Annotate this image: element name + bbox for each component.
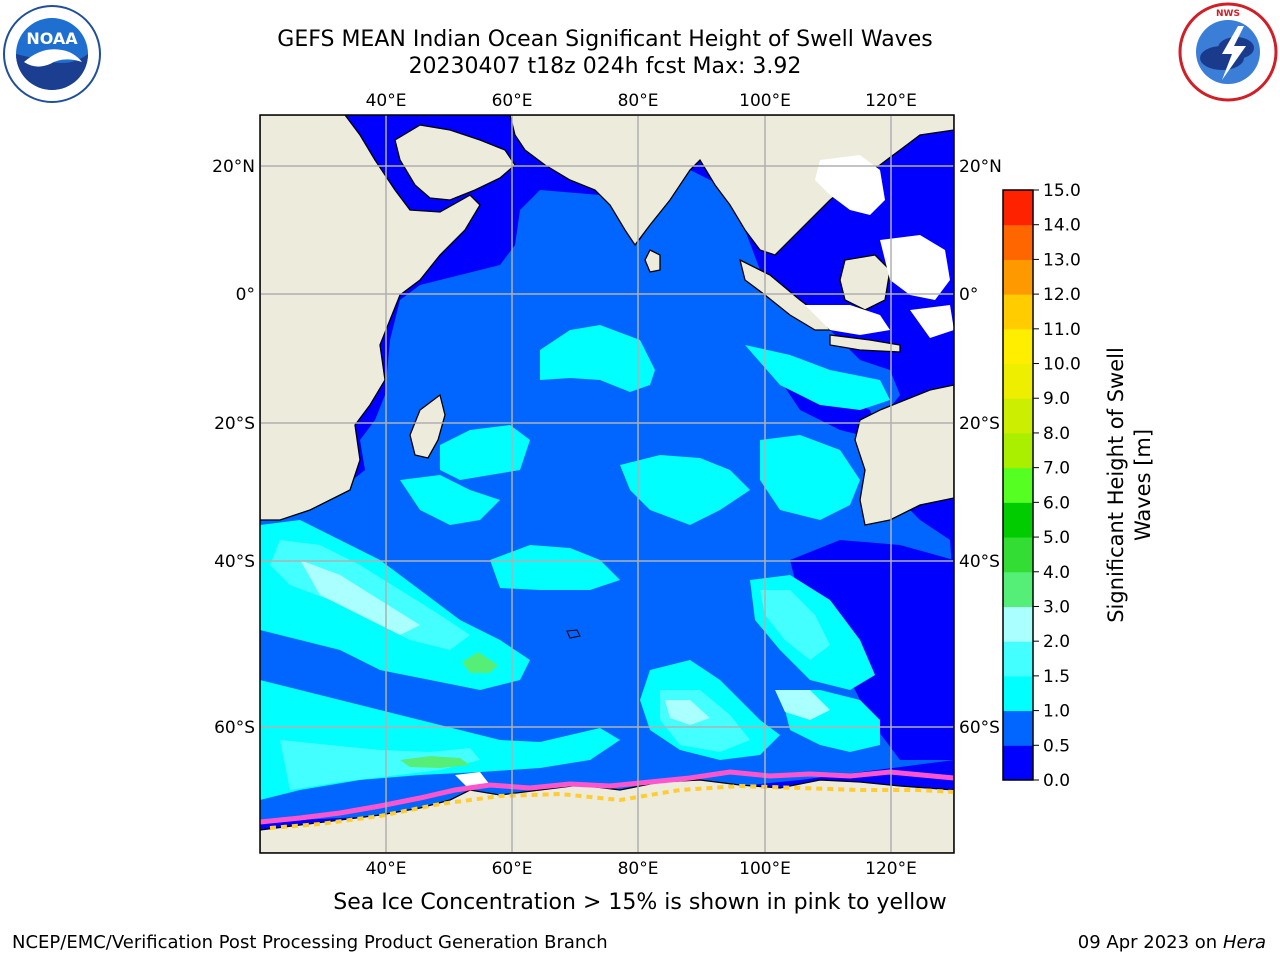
lat-tick-right: 20°N — [959, 157, 1002, 177]
lon-ticks-top: 40°E 60°E 80°E 100°E 120°E — [366, 91, 917, 111]
colorbar-title-line1: Significant Height of Swell — [1104, 347, 1128, 623]
map-frame — [259, 114, 955, 854]
colorbar-swatch — [1003, 641, 1033, 677]
colorbar-swatch — [1003, 571, 1033, 607]
footer-machine: Hera — [1222, 932, 1266, 953]
map-forecast-info: 20230407 t18z 024h fcst Max: 3.92 — [408, 54, 802, 79]
lon-tick-top: 60°E — [492, 91, 533, 111]
colorbar-swatch — [1003, 710, 1033, 746]
colorbar-label: 1.0 — [1043, 702, 1070, 722]
colorbar-label: 0.5 — [1043, 736, 1070, 756]
colorbar-swatch — [1003, 502, 1033, 538]
lon-tick-bottom: 60°E — [492, 859, 533, 879]
footer-credit: NCEP/EMC/Verification Post Processing Pr… — [12, 932, 608, 953]
swell-field-30-40 — [400, 652, 498, 768]
lat-tick-right: 0° — [959, 285, 978, 305]
map-gridlines — [260, 115, 954, 853]
colorbar-label: 1.5 — [1043, 667, 1070, 687]
noaa-logo: NOAA — [3, 5, 101, 103]
land-madagascar — [409, 393, 446, 459]
swell-field-20-30 — [300, 560, 830, 725]
lat-tick-left: 20°N — [212, 157, 255, 177]
colorbar-swatch — [1003, 363, 1033, 399]
swell-field-low-se — [790, 540, 954, 760]
colorbar-label: 15.0 — [1043, 181, 1081, 201]
lat-tick-left: 60°S — [214, 718, 255, 738]
lat-tick-right: 40°S — [959, 552, 1000, 572]
colorbar-frame — [1002, 189, 1034, 781]
colorbar-label: 9.0 — [1043, 389, 1070, 409]
no-data-areas — [455, 155, 954, 790]
sea-ice-edge — [260, 769, 954, 825]
colorbar-label: 5.0 — [1043, 528, 1070, 548]
map-area — [260, 115, 954, 853]
map-title: GEFS MEAN Indian Ocean Significant Heigh… — [277, 27, 933, 52]
colorbar-swatch — [1003, 398, 1033, 434]
land-borneo — [839, 254, 891, 311]
colorbar-label: 3.0 — [1043, 597, 1070, 617]
colorbar-swatch — [1003, 224, 1033, 260]
colorbar-label: 4.0 — [1043, 563, 1070, 583]
colorbar: 0.0 0.5 1.0 1.5 2.0 3.0 4.0 5.0 6.0 7.0 8.0 9.0 10.0… — [1002, 181, 1081, 791]
sea-ice-yellow — [269, 783, 954, 830]
lat-tick-right: 60°S — [959, 718, 1000, 738]
land-arabia — [394, 124, 516, 201]
colorbar-label: 6.0 — [1043, 493, 1070, 513]
lon-tick-top: 40°E — [366, 91, 407, 111]
footer-date-text: 09 Apr 2023 on — [1077, 932, 1223, 953]
colorbar-swatch — [1003, 745, 1033, 781]
land-sumatra — [739, 258, 832, 331]
land-africa — [260, 115, 481, 521]
land-australia — [854, 384, 954, 526]
lon-ticks-bottom: 40°E 60°E 80°E 100°E 120°E — [366, 859, 917, 879]
colorbar-label: 12.0 — [1043, 285, 1081, 305]
footer-date: 09 Apr 2023 on Hera — [1078, 932, 1266, 953]
colorbar-swatch — [1003, 294, 1033, 330]
lon-tick-bottom: 40°E — [366, 859, 407, 879]
land-asia — [509, 115, 954, 256]
lon-tick-bottom: 100°E — [739, 859, 791, 879]
colorbar-swatch — [1003, 537, 1033, 573]
lat-tick-left: 20°S — [214, 414, 255, 434]
colorbar-swatch — [1003, 432, 1033, 469]
colorbar-label: 8.0 — [1043, 424, 1070, 444]
lon-tick-bottom: 80°E — [618, 859, 659, 879]
colorbar-title-line2: Waves [m] — [1131, 429, 1155, 541]
island-kerguelen — [566, 629, 581, 639]
lon-tick-bottom: 120°E — [865, 859, 917, 879]
colorbar-swatch — [1003, 675, 1033, 712]
colorbar-swatch — [1003, 259, 1033, 295]
colorbar-label: 2.0 — [1043, 632, 1070, 652]
lon-tick-top: 100°E — [739, 91, 791, 111]
land-masses — [260, 115, 954, 853]
colorbar-label: 14.0 — [1043, 216, 1081, 236]
nws-ring-text: NWS — [1216, 9, 1240, 19]
land-java — [829, 334, 901, 353]
nws-logo: NWS — [1178, 2, 1278, 102]
lon-tick-top: 80°E — [618, 91, 659, 111]
colorbar-label: 7.0 — [1043, 459, 1070, 479]
lat-tick-left: 0° — [236, 285, 255, 305]
colorbar-label: 0.0 — [1043, 771, 1070, 791]
lat-ticks-left: 20°N 0° 20°S 40°S 60°S — [212, 157, 255, 738]
colorbar-label: 13.0 — [1043, 250, 1081, 270]
lat-tick-right: 20°S — [959, 414, 1000, 434]
lon-tick-top: 120°E — [865, 91, 917, 111]
lat-tick-left: 40°S — [214, 552, 255, 572]
sea-ice-note: Sea Ice Concentration > 15% is shown in … — [333, 890, 947, 915]
land-sri-lanka — [644, 249, 661, 273]
noaa-logo-text: NOAA — [26, 29, 78, 48]
colorbar-swatch — [1003, 467, 1033, 503]
colorbar-label: 10.0 — [1043, 355, 1081, 375]
colorbar-swatch — [1003, 190, 1033, 226]
lat-ticks-right: 20°N 0° 20°S 40°S 60°S — [959, 157, 1002, 738]
colorbar-swatch — [1003, 328, 1033, 365]
colorbar-swatch — [1003, 606, 1033, 642]
colorbar-label: 11.0 — [1043, 320, 1081, 340]
